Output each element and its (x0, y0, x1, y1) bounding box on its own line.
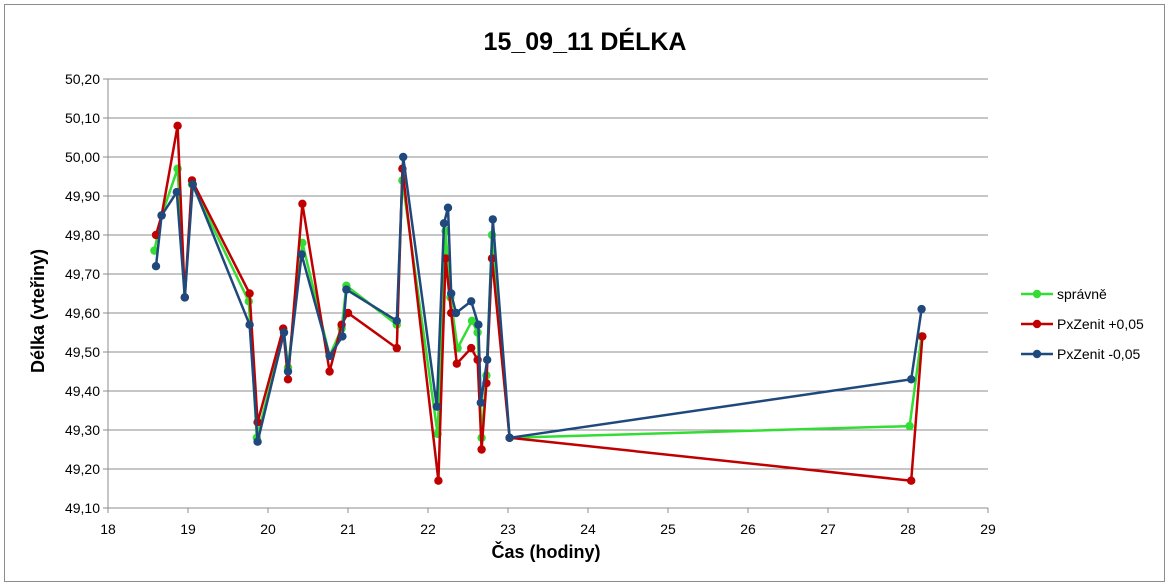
data-point (342, 285, 351, 294)
y-tick-label: 50,00 (65, 149, 100, 165)
data-point (338, 332, 347, 341)
series-3 (151, 152, 926, 446)
data-point (451, 308, 461, 318)
data-point (325, 351, 334, 361)
data-point (245, 320, 254, 329)
y-tick-label: 50,10 (65, 110, 100, 126)
chart-title: 15_09_11 DÉLKA (484, 27, 687, 56)
legend-swatch-marker (1032, 349, 1042, 359)
data-point (399, 152, 408, 162)
x-tick-label: 18 (100, 521, 116, 537)
legend-swatch-marker (1032, 289, 1042, 299)
data-point (483, 355, 492, 364)
data-point (905, 421, 914, 431)
data-point (918, 332, 927, 341)
data-point (439, 219, 449, 228)
data-point (325, 367, 334, 376)
x-tick-label: 23 (500, 521, 516, 537)
legend-item: správně (1021, 286, 1107, 302)
x-tick-label: 25 (660, 521, 676, 537)
y-tick-label: 50,20 (65, 71, 100, 87)
data-point (907, 476, 916, 485)
y-tick-label: 49,60 (65, 305, 100, 321)
y-tick-label: 49,90 (65, 188, 100, 204)
legend-label: správně (1057, 286, 1107, 302)
x-tick-labels: 18 19 20 21 22 23 24 25 26 27 28 29 (100, 521, 996, 537)
x-tick-label: 24 (580, 521, 596, 537)
data-point (432, 402, 441, 411)
legend: správně PxZenit +0,05 PxZenit -0,05 (1021, 286, 1144, 362)
data-point (180, 293, 189, 302)
data-point (488, 215, 497, 224)
data-point (452, 359, 461, 368)
series-line (154, 124, 924, 482)
data-point (279, 328, 289, 337)
x-tick-label: 27 (820, 521, 836, 537)
x-tick-label: 19 (180, 521, 196, 537)
data-point (283, 367, 293, 376)
x-tick-label: 29 (980, 521, 996, 537)
data-point (907, 375, 916, 384)
chart-frame (4, 4, 1165, 582)
data-point (173, 121, 182, 130)
data-point (157, 211, 166, 220)
legend-swatch-marker (1032, 319, 1042, 329)
data-point (477, 445, 486, 454)
data-point (297, 250, 306, 259)
data-point (467, 316, 477, 325)
data-point (443, 203, 453, 212)
data-point (467, 297, 476, 306)
legend-label: PxZenit +0,05 (1057, 316, 1144, 332)
x-tick-label: 28 (900, 521, 916, 537)
legend-label: PxZenit -0,05 (1057, 346, 1140, 362)
y-tick-label: 49,20 (65, 461, 100, 477)
data-point (467, 343, 476, 353)
data-point (476, 398, 485, 407)
data-point (434, 476, 443, 485)
y-tick-label: 49,30 (65, 422, 100, 438)
data-point (447, 289, 456, 298)
data-point (474, 320, 483, 329)
legend-item: PxZenit -0,05 (1021, 346, 1140, 362)
y-tick-label: 49,10 (65, 500, 100, 516)
y-tick-label: 49,40 (65, 383, 100, 399)
data-point (172, 187, 181, 197)
data-point (151, 262, 161, 271)
legend-item: PxZenit +0,05 (1021, 316, 1144, 332)
data-point (505, 433, 514, 442)
x-tick-label: 22 (420, 521, 436, 537)
y-tick-label: 49,70 (65, 266, 100, 282)
data-point (298, 199, 307, 208)
x-tick-label: 26 (740, 521, 756, 537)
data-point (188, 180, 197, 189)
series-line (154, 155, 923, 443)
x-axis-title: Čas (hodiny) (491, 541, 600, 562)
y-axis-title: Délka (vteřiny) (28, 249, 48, 373)
x-tick-label: 21 (340, 521, 356, 537)
data-point (253, 437, 262, 446)
data-point (917, 304, 926, 314)
y-tick-labels: 49,10 49,20 49,30 49,40 49,50 49,60 49,70 49,80… (65, 71, 100, 516)
y-tick-label: 49,80 (65, 227, 100, 243)
y-tick-label: 49,50 (65, 344, 100, 360)
data-point (245, 289, 254, 298)
series-group (150, 121, 927, 485)
data-point (392, 343, 401, 353)
data-point (343, 308, 353, 318)
axes (107, 79, 989, 513)
data-point (283, 375, 293, 384)
x-tick-label: 20 (260, 521, 276, 537)
data-point (392, 316, 401, 325)
